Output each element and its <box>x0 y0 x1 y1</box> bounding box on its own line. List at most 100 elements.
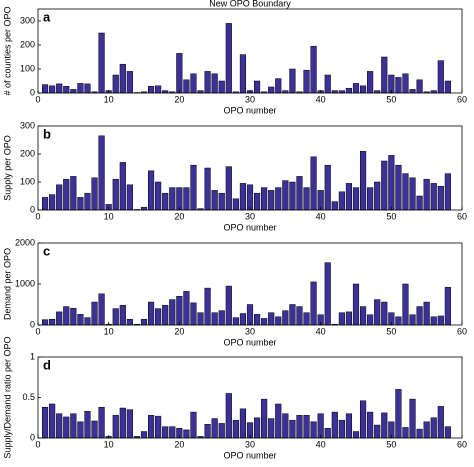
y-tick-label: 300 <box>20 120 35 130</box>
bar <box>56 311 63 326</box>
bar <box>296 306 303 326</box>
bar <box>183 291 190 326</box>
bar <box>91 420 98 439</box>
bar <box>296 176 303 211</box>
bar <box>162 192 169 211</box>
bar <box>91 177 98 211</box>
bar <box>41 406 49 439</box>
bar <box>416 79 423 94</box>
bar <box>345 311 353 326</box>
bar <box>261 187 268 211</box>
bar <box>275 78 282 94</box>
bar <box>49 403 56 439</box>
bar <box>112 308 119 326</box>
x-tick-label: 60 <box>457 326 467 336</box>
bar <box>374 299 381 326</box>
bar <box>176 296 183 326</box>
bar <box>232 419 239 439</box>
bar <box>395 164 402 211</box>
bar <box>303 187 310 211</box>
bar <box>211 312 218 326</box>
chart-title: New OPO Boundary <box>209 0 291 8</box>
bar <box>359 150 367 211</box>
bar <box>352 187 360 211</box>
y-tick-label: 1000 <box>15 278 35 288</box>
bar <box>381 412 388 439</box>
bar <box>147 415 155 439</box>
bar <box>402 173 409 211</box>
bar <box>253 314 261 326</box>
bar <box>98 135 105 211</box>
bar <box>338 312 345 326</box>
bar <box>218 80 225 94</box>
bar <box>317 413 324 439</box>
bar <box>310 281 317 326</box>
bar <box>56 83 63 94</box>
bar <box>197 312 204 326</box>
bar <box>253 80 261 94</box>
x-tick-label: 60 <box>457 94 467 104</box>
x-tick-label: 60 <box>457 439 467 449</box>
bar <box>289 304 296 326</box>
x-tick-label: 0 <box>35 439 40 449</box>
bar <box>367 71 374 94</box>
bar <box>381 56 388 94</box>
bar <box>416 306 423 326</box>
bar <box>381 301 388 326</box>
bar <box>275 187 282 211</box>
bar <box>275 403 282 439</box>
bar <box>402 73 409 94</box>
bar <box>183 429 190 439</box>
bar <box>63 306 70 326</box>
bar <box>423 178 430 211</box>
bar <box>310 421 317 439</box>
bar <box>176 187 183 211</box>
bar <box>169 426 176 439</box>
bar <box>374 424 381 439</box>
bar <box>367 314 374 326</box>
panel-label: b <box>43 126 51 141</box>
bar <box>112 415 119 439</box>
bar <box>268 190 275 211</box>
bar <box>41 84 49 94</box>
bar <box>246 184 254 211</box>
bar <box>204 167 211 211</box>
y-axis-label: Supply per OPO <box>2 135 12 201</box>
bar <box>253 192 261 211</box>
bar <box>77 197 84 211</box>
bar <box>98 293 105 326</box>
bar <box>409 398 416 439</box>
bar <box>430 316 437 326</box>
bar <box>41 197 49 211</box>
bar <box>70 307 77 326</box>
bar <box>211 190 218 211</box>
bar <box>324 428 331 439</box>
bar <box>84 411 91 439</box>
bar <box>444 80 451 94</box>
y-tick-label: 2000 <box>15 237 35 247</box>
bar <box>77 83 84 94</box>
bar <box>367 411 374 439</box>
y-tick-label: 0 <box>30 87 35 97</box>
bar <box>352 83 360 94</box>
bar <box>169 187 176 211</box>
bar <box>91 301 98 326</box>
x-tick-label: 20 <box>174 439 184 449</box>
bar <box>289 68 296 94</box>
bar <box>296 415 303 439</box>
bar <box>402 283 409 326</box>
bar <box>162 426 169 439</box>
bar <box>147 301 155 326</box>
bar <box>261 318 268 326</box>
bar <box>126 319 133 326</box>
bar <box>359 306 367 326</box>
bar <box>352 283 360 326</box>
bar <box>84 317 91 326</box>
y-tick-label: 0 <box>30 319 35 329</box>
bar <box>162 305 169 326</box>
bar <box>444 173 451 211</box>
bar <box>282 413 289 439</box>
bar <box>56 184 63 211</box>
bar <box>63 86 70 94</box>
bar <box>63 416 70 439</box>
